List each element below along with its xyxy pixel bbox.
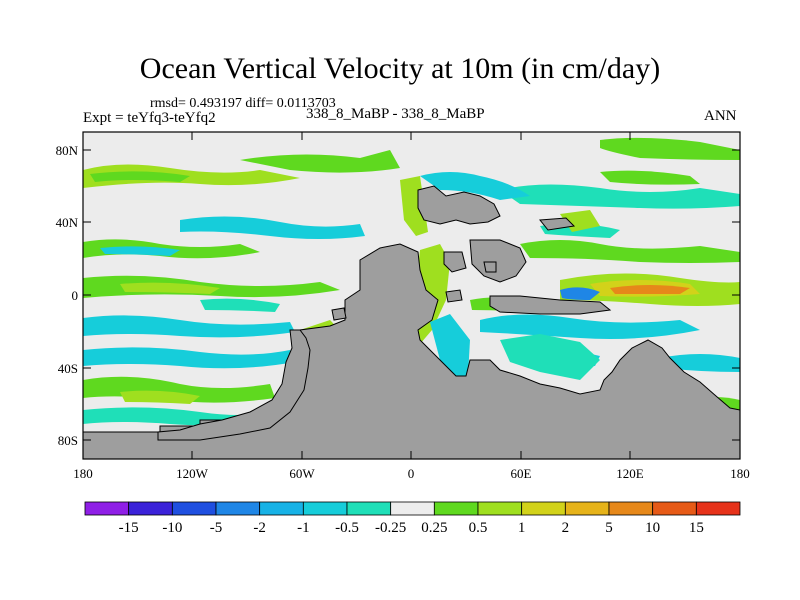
colorbar-label: -5: [210, 520, 223, 536]
lon-tick-label: 180: [730, 466, 750, 481]
lon-tick-label: 180: [73, 466, 93, 481]
colorbar-label: -15: [119, 520, 139, 536]
anomaly-patch: [240, 150, 400, 173]
anomaly-patch: [520, 240, 740, 263]
colorbar-label: 10: [645, 520, 660, 536]
colorbar-swatch: [652, 501, 697, 516]
anomaly-patch: [600, 137, 740, 160]
anomaly-patch: [500, 184, 740, 209]
northern-landmass: [417, 185, 501, 225]
colorbar-swatch: [608, 501, 654, 516]
colorbar-label: -0.25: [375, 520, 406, 536]
season-label: ANN: [704, 108, 737, 124]
southern-peninsula: [157, 329, 311, 441]
anomaly-patch: [480, 314, 700, 339]
colorbar-swatch: [128, 501, 173, 516]
colorbar-label: 15: [689, 520, 704, 536]
colorbar-label: 2: [562, 520, 570, 536]
colorbar-label: -2: [253, 520, 266, 536]
lon-tick-label: 0: [408, 466, 415, 481]
lon-tick-label: 120W: [176, 466, 209, 481]
anomaly-patch: [120, 390, 200, 404]
velocity-anomaly-patches: [83, 137, 740, 426]
plot-title: Ocean Vertical Velocity at 10m (in cm/da…: [139, 52, 661, 85]
anomaly-patch: [100, 246, 180, 256]
colorbar-swatch: [302, 501, 348, 516]
colorbar-swatch: [346, 501, 392, 516]
anomaly-patch: [500, 334, 600, 380]
colorbar-swatch: [695, 501, 741, 516]
small-island: [445, 289, 463, 303]
anomaly-patch: [83, 315, 295, 338]
map-area: [83, 132, 740, 459]
anomaly-patch: [420, 172, 530, 200]
anomaly-patch: [200, 298, 280, 312]
colorbar-label: -1: [297, 520, 310, 536]
colorbar-swatch: [171, 501, 217, 516]
anomaly-patch: [120, 282, 220, 294]
lat-axis: 80N 40N 0 40S 80S: [56, 143, 79, 448]
lon-tick-label: 60W: [289, 466, 315, 481]
land-masses: [83, 185, 740, 459]
colorbar-swatch: [84, 501, 130, 516]
anomaly-patch: [430, 314, 470, 384]
period-subtitle: 338_8_MaBP - 338_8_MaBP: [306, 106, 485, 122]
colorbar: -15 -10 -5 -2 -1 -0.5 -0.25 0.25 0.5 1 2 5 10 15: [84, 501, 741, 536]
small-island: [483, 261, 497, 273]
colorbar-swatch: [564, 501, 610, 516]
colorbar-swatch: [215, 501, 261, 516]
colorbar-swatch: [477, 501, 523, 516]
colorbar-swatch: [521, 501, 566, 516]
lat-tick-label: 0: [72, 288, 79, 303]
anomaly-patch: [83, 347, 295, 369]
equatorial-landmass: [489, 295, 612, 315]
colorbar-label: 0.25: [421, 520, 447, 536]
stats-line: rmsd= 0.493197 diff= 0.0113703: [150, 96, 336, 111]
lat-tick-label: 80S: [58, 433, 78, 448]
colorbar-label: -10: [162, 520, 182, 536]
lat-tick-label: 40N: [56, 215, 79, 230]
experiment-label: Expt = teYfq3-teYfq2: [83, 110, 216, 126]
colorbar-label: -0.5: [335, 520, 359, 536]
lat-tick-label: 40S: [58, 361, 78, 376]
small-island: [331, 307, 347, 321]
east-landmass: [469, 239, 527, 283]
lon-tick-label: 120E: [616, 466, 644, 481]
anomaly-patch: [560, 287, 600, 300]
colorbar-swatch: [390, 501, 435, 516]
colorbar-label: 1: [518, 520, 526, 536]
anomaly-patch: [83, 164, 300, 188]
small-island: [539, 217, 576, 231]
anomaly-patch: [90, 171, 190, 182]
lat-tick-label: 80N: [56, 143, 79, 158]
colorbar-label: 0.5: [469, 520, 488, 536]
anomaly-patch: [600, 170, 700, 185]
colorbar-swatch: [433, 501, 479, 516]
anomaly-patch: [180, 216, 365, 239]
lon-tick-label: 60E: [511, 466, 532, 481]
anomaly-patch: [610, 285, 690, 294]
colorbar-label: 5: [605, 520, 613, 536]
tick-marks: [83, 132, 740, 459]
lon-axis: 180 120W 60W 0 60E 120E 180: [73, 466, 750, 481]
colorbar-swatch: [259, 501, 304, 516]
island: [443, 251, 467, 273]
